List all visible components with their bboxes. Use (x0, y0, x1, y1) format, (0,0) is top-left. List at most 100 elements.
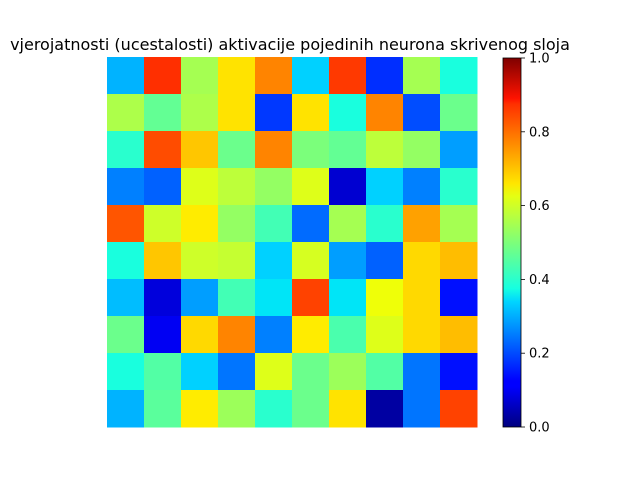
colorbar-tick-label: 0.2 (529, 347, 550, 362)
heatmap-cell (292, 242, 330, 280)
colorbar-tick-label: 0.0 (529, 421, 550, 436)
heatmap-cell (292, 57, 330, 95)
heatmap-cell (181, 242, 219, 280)
colorbar: 0.0 0.2 0.4 0.6 0.8 1.0 (502, 52, 550, 436)
heatmap-cell (107, 353, 145, 391)
heatmap-cell (403, 279, 441, 317)
heatmap-cell (144, 242, 182, 280)
heatmap-cell (255, 94, 293, 132)
heatmap-cell (255, 353, 293, 391)
heatmap-cell (144, 279, 182, 317)
heatmap-cell (255, 279, 293, 317)
heatmap-cell (107, 279, 145, 317)
heatmap-cell (218, 94, 256, 132)
heatmap-cell (292, 205, 330, 243)
heatmap-cell (107, 131, 145, 169)
colorbar-tick-label: 0.6 (529, 199, 550, 214)
heatmap-cell (255, 242, 293, 280)
heatmap-cell (181, 131, 219, 169)
heatmap-cell (107, 242, 145, 280)
heatmap-cell (218, 353, 256, 391)
heatmap-cell (218, 131, 256, 169)
heatmap-cell (366, 279, 404, 317)
colorbar-tick-label: 0.8 (529, 125, 550, 140)
heatmap-cell (144, 168, 182, 206)
heatmap-cell (440, 316, 478, 354)
heatmap-cell (440, 353, 478, 391)
heatmap-cell (218, 168, 256, 206)
heatmap-cell (292, 279, 330, 317)
heatmap-cell (366, 390, 404, 428)
heatmap-cell (292, 390, 330, 428)
heatmap-cell (218, 279, 256, 317)
heatmap-cell (292, 131, 330, 169)
heatmap-cell (107, 94, 145, 132)
heatmap-cell (218, 205, 256, 243)
heatmap-cell (107, 390, 145, 428)
heatmap-cell (440, 168, 478, 206)
heatmap-cell (366, 353, 404, 391)
heatmap-cell (107, 168, 145, 206)
heatmap-cell (329, 168, 367, 206)
colorbar-ticks: 0.0 0.2 0.4 0.6 0.8 1.0 (521, 52, 550, 436)
heatmap-cell (218, 316, 256, 354)
heatmap-cell (403, 390, 441, 428)
heatmap-cell (403, 168, 441, 206)
heatmap-cell (440, 242, 478, 280)
heatmap-cell (329, 57, 367, 95)
heatmap-grid (107, 57, 478, 428)
heatmap-cell (329, 205, 367, 243)
heatmap-cell (107, 205, 145, 243)
heatmap-cell (144, 316, 182, 354)
heatmap-cell (181, 168, 219, 206)
heatmap-cell (181, 390, 219, 428)
heatmap-cell (181, 57, 219, 95)
heatmap-cell (329, 353, 367, 391)
heatmap-cell (366, 316, 404, 354)
heatmap-cell (292, 94, 330, 132)
chart-title: vjerojatnosti (ucestalosti) aktivacije p… (10, 35, 570, 54)
colorbar-tick-label: 1.0 (529, 52, 550, 67)
heatmap-cell (366, 168, 404, 206)
heatmap-cell (255, 57, 293, 95)
heatmap-cell (440, 131, 478, 169)
heatmap-cell (366, 94, 404, 132)
colorbar-gradient (502, 57, 522, 428)
heatmap-cell (366, 131, 404, 169)
heatmap-cell (218, 242, 256, 280)
heatmap-cell (181, 353, 219, 391)
heatmap-cell (403, 205, 441, 243)
colorbar-tick-label: 0.4 (529, 273, 550, 288)
heatmap-cell (403, 94, 441, 132)
heatmap-cell (403, 353, 441, 391)
heatmap-cell (440, 279, 478, 317)
heatmap-cell (403, 57, 441, 95)
heatmap-cell (255, 168, 293, 206)
heatmap-cell (181, 205, 219, 243)
heatmap-cell (329, 316, 367, 354)
heatmap-cell (255, 131, 293, 169)
heatmap-cell (181, 279, 219, 317)
heatmap-cell (181, 316, 219, 354)
heatmap-cell (329, 242, 367, 280)
heatmap-cell (440, 57, 478, 95)
heatmap-cell (366, 242, 404, 280)
heatmap-cell (218, 390, 256, 428)
heatmap-cell (366, 205, 404, 243)
heatmap-cell (107, 57, 145, 95)
heatmap-cell (255, 205, 293, 243)
heatmap-cell (329, 390, 367, 428)
heatmap-cell (292, 168, 330, 206)
heatmap-cell (403, 131, 441, 169)
heatmap-cell (144, 131, 182, 169)
heatmap-cell (144, 390, 182, 428)
heatmap-cell (144, 94, 182, 132)
heatmap-cell (255, 390, 293, 428)
heatmap-cell (329, 94, 367, 132)
heatmap-cell (292, 353, 330, 391)
heatmap-cell (144, 57, 182, 95)
heatmap-cell (255, 316, 293, 354)
heatmap-cell (403, 242, 441, 280)
heatmap-cell (366, 57, 404, 95)
